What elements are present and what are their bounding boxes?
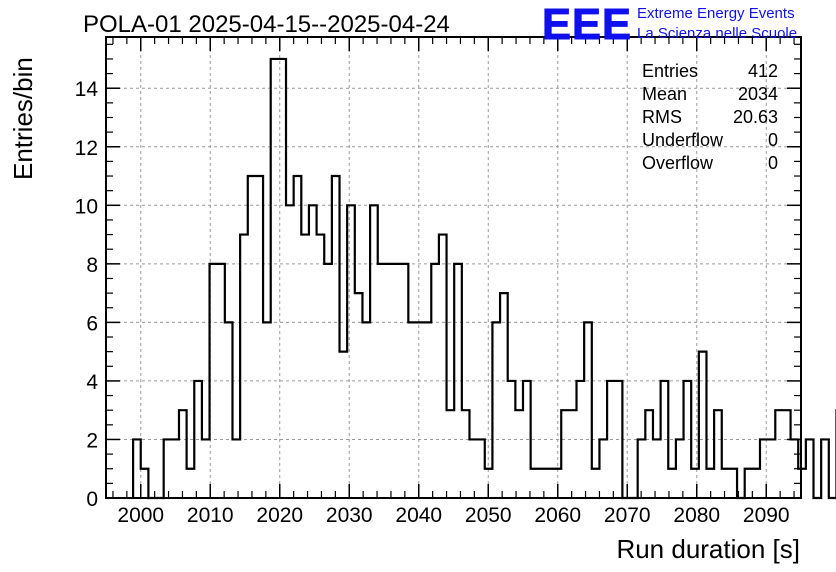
chart-title: POLA-01 2025-04-15--2025-04-24: [83, 11, 450, 38]
eee-logo-line2: La Scienza nelle Scuole: [637, 25, 797, 42]
x-tick-label: 2010: [187, 504, 234, 527]
axis-ticks: [106, 37, 801, 499]
stats-underflow-label: Underflow: [642, 130, 724, 150]
eee-logo-mark: EEE: [542, 0, 632, 49]
stats-entries-label: Entries: [642, 61, 698, 81]
y-tick-label: 6: [86, 312, 98, 335]
stats-entries-value: 412: [748, 61, 778, 81]
x-tick-label: 2090: [743, 504, 790, 527]
y-tick-label: 2: [86, 429, 98, 452]
histogram-line: [132, 57, 836, 500]
y-tick-label: 8: [86, 254, 98, 277]
stats-overflow-value: 0: [768, 153, 778, 173]
y-tick-label: 14: [75, 78, 99, 101]
x-tick-label: 2020: [256, 504, 303, 527]
stats-box: Entries 412 Mean 2034 RMS 20.63 Underflo…: [642, 61, 778, 173]
stats-underflow-value: 0: [768, 130, 778, 150]
stats-rms-value: 20.63: [733, 107, 778, 127]
x-tick-label: 2070: [604, 504, 651, 527]
x-tick-label: 2080: [673, 504, 720, 527]
y-tick-label: 4: [86, 371, 98, 394]
plot-frame: [105, 36, 802, 499]
x-tick-label: 2000: [117, 504, 164, 527]
x-tick-label: 2030: [326, 504, 373, 527]
stats-rms-label: RMS: [642, 107, 682, 127]
stats-mean-value: 2034: [738, 84, 778, 104]
x-axis-title: Run duration [s]: [616, 534, 800, 564]
eee-logo-line1: Extreme Energy Events: [637, 5, 795, 22]
x-tick-label: 2050: [465, 504, 512, 527]
x-tick-label: 2060: [534, 504, 581, 527]
stats-mean-label: Mean: [642, 84, 687, 104]
y-tick-label: 10: [75, 195, 98, 218]
x-tick-label: 2040: [395, 504, 442, 527]
y-tick-label: 0: [86, 488, 98, 511]
y-axis-title: Entries/bin: [8, 57, 38, 180]
stats-overflow-label: Overflow: [642, 153, 714, 173]
eee-logo: EEE Extreme Energy Events La Scienza nel…: [542, 0, 798, 50]
y-tick-label: 12: [75, 137, 98, 160]
